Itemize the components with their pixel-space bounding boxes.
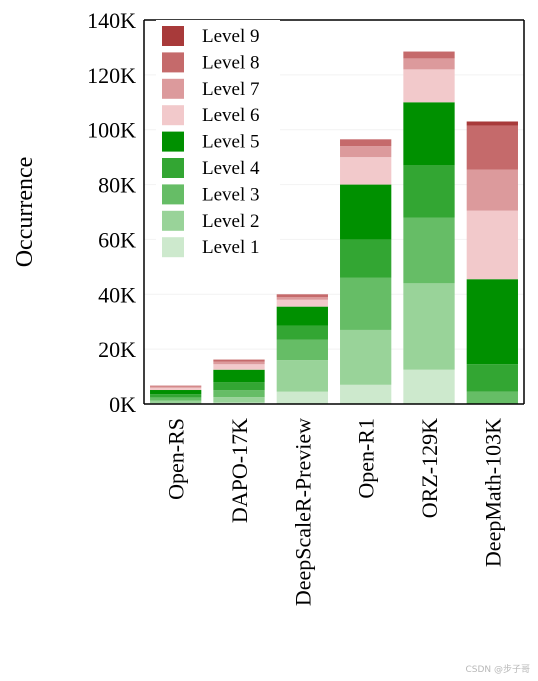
bar-segment (213, 397, 265, 403)
bar-segment (340, 239, 392, 278)
y-tick-labels: 0K 20K 40K 60K 80K 100K 120K 140K (87, 8, 136, 417)
bar-segment (403, 165, 455, 218)
bar-segment (276, 325, 328, 340)
bar-segment (150, 386, 202, 388)
legend-swatch (162, 105, 184, 126)
y-tick-label: 80K (98, 173, 136, 198)
bar-segment (150, 397, 202, 401)
bar-segment (276, 339, 328, 361)
legend-label: Level 8 (202, 52, 260, 73)
bar-segment (466, 169, 518, 211)
y-tick-label: 0K (109, 392, 136, 417)
x-tick-label: Open-RS (164, 418, 189, 500)
bar-segment (276, 391, 328, 404)
bar-segment (150, 390, 202, 395)
bars (150, 51, 518, 404)
legend-label: Level 5 (202, 132, 260, 153)
legend-label: Level 4 (202, 158, 260, 179)
bar-segment (276, 294, 328, 298)
x-tick-label: DAPO-17K (227, 418, 252, 523)
x-tick-labels: Open-RS DAPO-17K DeepScaleR-Preview Open-R1… (164, 418, 506, 606)
legend-swatch (162, 210, 184, 231)
y-tick-label: 140K (87, 8, 136, 33)
legend-label: Level 7 (202, 79, 260, 100)
y-tick-label: 60K (98, 227, 136, 252)
legend-swatch (162, 158, 184, 178)
bar-segment (403, 283, 455, 370)
y-tick-label: 40K (98, 282, 136, 307)
bar-segment (213, 359, 265, 362)
bar-segment (340, 184, 392, 240)
x-tick-label: DeepScaleR-Preview (290, 418, 315, 606)
bar-segment (276, 306, 328, 326)
bar-segment (340, 277, 392, 330)
y-tick-label: 100K (87, 118, 136, 143)
bar-segment (213, 369, 265, 383)
legend-swatch (162, 131, 184, 152)
bar-segment (213, 390, 265, 398)
bar-segment (276, 299, 328, 307)
legend: Level 9 Level 8 Level 7 Level 6 Level 5 Level… (156, 20, 280, 266)
x-tick-label: ORZ-129K (417, 418, 442, 518)
bar-segment (150, 400, 202, 404)
bar-segment (276, 297, 328, 300)
y-axis-title: Occurrence (12, 157, 38, 268)
x-tick-label: DeepMath-103K (480, 418, 505, 567)
bar-segment (403, 369, 455, 404)
legend-label: Level 9 (202, 26, 260, 47)
bar-segment (340, 139, 392, 147)
legend-label: Level 6 (202, 105, 260, 126)
bar-segment (150, 385, 202, 387)
bar-segment (466, 364, 518, 392)
bar-segment (466, 391, 518, 404)
bar-segment (403, 58, 455, 70)
bar-segment (403, 51, 455, 59)
legend-swatch (162, 237, 184, 258)
bar-segment (340, 157, 392, 185)
legend-swatch (162, 52, 184, 73)
y-tick-label: 120K (87, 63, 136, 88)
watermark: CSDN @步子哥 (465, 665, 530, 675)
bar-segment (403, 217, 455, 284)
bar-segment (340, 146, 392, 158)
legend-label: Level 3 (202, 184, 260, 205)
bar-segment (466, 210, 518, 280)
bar-segment (403, 69, 455, 103)
legend-swatch (162, 78, 184, 99)
bar-segment (340, 329, 392, 385)
bar-segment (213, 364, 265, 370)
bar-segment (276, 360, 328, 392)
bar-segment (150, 387, 202, 391)
bar-segment (340, 384, 392, 404)
bar-segment (466, 125, 518, 170)
bar-segment (213, 361, 265, 365)
x-tick-label: Open-R1 (354, 418, 379, 499)
bar-segment (213, 382, 265, 391)
legend-label: Level 1 (202, 237, 260, 258)
legend-swatch (162, 26, 184, 46)
bar-segment (150, 394, 202, 398)
bar-segment (466, 279, 518, 365)
legend-label: Level 2 (202, 211, 260, 232)
y-tick-label: 20K (98, 337, 136, 362)
bar-segment (466, 121, 518, 126)
legend-swatch (162, 184, 184, 205)
bar-segment (403, 102, 455, 166)
